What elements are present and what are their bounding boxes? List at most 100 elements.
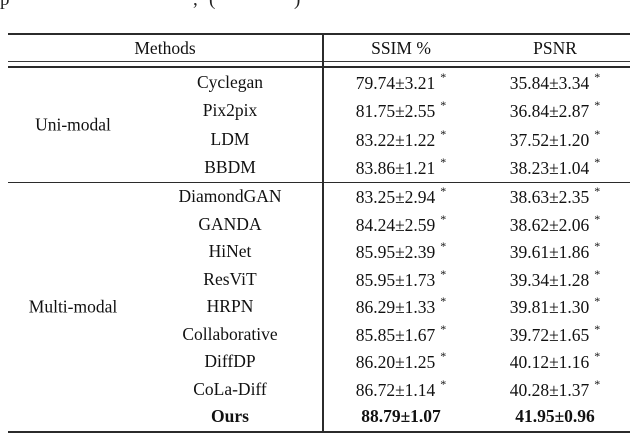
header-psnr: PSNR <box>533 37 577 58</box>
method-name: Ours <box>211 406 249 427</box>
psnr-value: 37.52±1.20 <box>509 129 590 150</box>
significance-asterisk: * <box>440 155 447 170</box>
significance-asterisk: * <box>594 321 601 336</box>
cutoff-caption-fragments: p, () <box>0 0 640 11</box>
table-row: ResViT 85.95±1.73 * 39.34±1.28 * <box>8 266 630 294</box>
method-name: GANDA <box>198 213 262 234</box>
table-row: BBDM 83.86±1.21 * 38.23±1.04 * <box>8 154 630 183</box>
psnr-cell: 35.84±3.34 * <box>480 69 630 94</box>
method-name: Pix2pix <box>202 100 258 121</box>
ssim-cell: 85.85±1.67 * <box>322 321 480 346</box>
method-name: Collaborative <box>182 323 278 344</box>
ssim-value: 79.74±3.21 <box>355 72 436 93</box>
psnr-cell: 36.84±2.87 * <box>480 98 630 122</box>
psnr-value: 39.81±1.30 <box>509 297 590 318</box>
method-name: DiamondGAN <box>178 186 282 207</box>
table-row: CoLa-Diff 86.72±1.14 * 40.28±1.37 * <box>8 376 630 404</box>
section-separator-rule <box>8 182 630 183</box>
ssim-value: 84.24±2.59 <box>355 214 436 235</box>
ssim-cell: 86.20±1.25 * <box>322 349 480 373</box>
significance-asterisk: * <box>440 349 447 364</box>
significance-asterisk: * <box>440 321 447 336</box>
group-uni-modal: Uni-modal Cyclegan 79.74±3.21 * 35.84±3.3… <box>8 68 630 182</box>
table-row: GANDA 84.24±2.59 * 38.62±2.06 * <box>8 211 630 239</box>
psnr-value: 38.62±2.06 <box>509 214 590 235</box>
significance-asterisk: * <box>594 211 601 226</box>
psnr-cell: 39.72±1.65 * <box>480 321 630 346</box>
ssim-value: 88.79±1.07 <box>361 406 441 427</box>
method-name: LDM <box>210 128 250 149</box>
ssim-value: 85.85±1.67 <box>355 324 436 345</box>
psnr-cell: 38.23±1.04 * <box>480 155 630 179</box>
table-row: HRPN 86.29±1.33 * 39.81±1.30 * <box>8 293 630 321</box>
table-row: LDM 83.22±1.22 * 37.52±1.20 * <box>8 125 630 154</box>
psnr-cell: 39.34±1.28 * <box>480 266 630 291</box>
significance-asterisk: * <box>594 294 601 309</box>
psnr-value: 38.23±1.04 <box>509 158 590 179</box>
caption-fragment: ( <box>209 0 215 11</box>
psnr-value: 39.72±1.65 <box>509 324 590 345</box>
significance-asterisk: * <box>440 294 447 309</box>
ssim-cell: 83.22±1.22 * <box>322 127 480 151</box>
significance-asterisk: * <box>440 184 447 199</box>
results-table: Methods SSIM % PSNR Uni-modal Cyclegan 7… <box>8 33 630 433</box>
psnr-value: 41.95±0.96 <box>515 406 595 427</box>
ssim-value: 81.75±2.55 <box>355 101 436 122</box>
method-name: Cyclegan <box>196 71 264 92</box>
significance-asterisk: * <box>594 126 601 141</box>
table-row: DiamondGAN 83.25±2.94 * 38.63±2.35 * <box>8 183 630 211</box>
caption-fragment: , <box>193 0 198 11</box>
table-row: DiffDP 86.20±1.25 * 40.12±1.16 * <box>8 348 630 376</box>
psnr-cell: 39.61±1.86 * <box>480 239 630 263</box>
ssim-value: 83.25±2.94 <box>355 187 436 208</box>
significance-asterisk: * <box>594 98 601 113</box>
ssim-value: 86.29±1.33 <box>355 297 436 318</box>
significance-asterisk: * <box>440 98 447 113</box>
caption-fragment: ) <box>294 0 300 11</box>
psnr-value: 39.34±1.28 <box>509 269 590 290</box>
header-ssim: SSIM % <box>371 37 431 58</box>
psnr-value: 38.63±2.35 <box>509 187 590 208</box>
significance-asterisk: * <box>594 69 601 84</box>
table-row: Ours 88.79±1.07 41.95±0.96 <box>8 403 630 431</box>
table-header-row: Methods SSIM % PSNR <box>8 35 630 61</box>
column-divider-line <box>322 35 324 431</box>
psnr-value: 35.84±3.34 <box>509 72 590 93</box>
significance-asterisk: * <box>440 211 447 226</box>
psnr-cell: 41.95±0.96 <box>480 406 630 427</box>
psnr-value: 36.84±2.87 <box>509 101 590 122</box>
psnr-cell: 40.28±1.37 * <box>480 376 630 401</box>
significance-asterisk: * <box>594 239 601 254</box>
table-row: Collaborative 85.85±1.67 * 39.72±1.65 * <box>8 321 630 349</box>
ssim-value: 85.95±2.39 <box>355 242 436 263</box>
ssim-value: 86.20±1.25 <box>355 352 436 373</box>
significance-asterisk: * <box>594 155 601 170</box>
method-name: CoLa-Diff <box>193 378 267 399</box>
significance-asterisk: * <box>440 266 447 281</box>
ssim-cell: 85.95±2.39 * <box>322 239 480 263</box>
significance-asterisk: * <box>594 266 601 281</box>
psnr-cell: 38.63±2.35 * <box>480 184 630 208</box>
header-double-rule <box>8 61 630 68</box>
table-row: Cyclegan 79.74±3.21 * 35.84±3.34 * <box>8 68 630 97</box>
significance-asterisk: * <box>594 376 601 391</box>
psnr-value: 40.12±1.16 <box>509 352 590 373</box>
ssim-value: 83.22±1.22 <box>355 129 436 150</box>
significance-asterisk: * <box>440 69 447 84</box>
ssim-cell: 86.29±1.33 * <box>322 294 480 318</box>
significance-asterisk: * <box>440 239 447 254</box>
psnr-cell: 38.62±2.06 * <box>480 211 630 236</box>
psnr-cell: 40.12±1.16 * <box>480 349 630 373</box>
method-name: ResViT <box>203 268 257 289</box>
psnr-cell: 39.81±1.30 * <box>480 294 630 318</box>
method-name: HiNet <box>208 241 252 262</box>
ssim-cell: 86.72±1.14 * <box>322 377 480 401</box>
method-name: DiffDP <box>204 351 256 372</box>
ssim-cell: 88.79±1.07 <box>322 406 480 427</box>
ssim-value: 86.72±1.14 <box>355 379 436 400</box>
ssim-cell: 84.24±2.59 * <box>322 211 480 236</box>
significance-asterisk: * <box>594 349 601 364</box>
ssim-cell: 83.25±2.94 * <box>322 184 480 208</box>
ssim-cell: 81.75±2.55 * <box>322 98 480 122</box>
ssim-value: 83.86±1.21 <box>355 158 436 179</box>
